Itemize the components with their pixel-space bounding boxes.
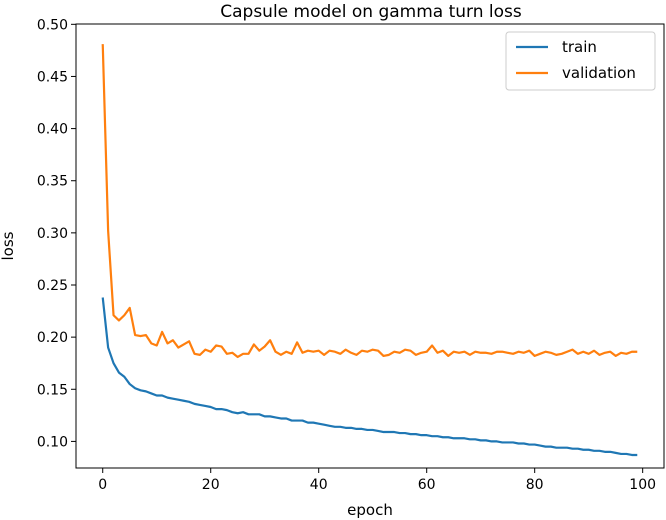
legend-label-train: train — [562, 38, 597, 56]
y-tick-label: 0.10 — [37, 434, 68, 450]
y-axis: 0.10 0.15 0.20 0.25 0.30 0.35 0.40 0.45 0.50 — [37, 17, 76, 450]
chart-title: Capsule model on gamma turn loss — [220, 2, 522, 22]
y-tick-label: 0.30 — [37, 226, 68, 242]
x-tick-label: 40 — [310, 477, 328, 493]
legend-label-validation: validation — [562, 64, 636, 82]
y-axis-label: loss — [0, 231, 17, 260]
x-tick-label: 0 — [98, 477, 107, 493]
x-tick-label: 80 — [526, 477, 544, 493]
plot-area — [75, 23, 665, 469]
y-tick-label: 0.40 — [37, 122, 68, 138]
x-axis-label: epoch — [347, 501, 393, 519]
x-axis: 0 20 40 60 80 100 — [98, 468, 656, 493]
series-line-train — [101, 297, 638, 457]
legend: train validation — [505, 31, 656, 91]
y-tick-label: 0.50 — [37, 17, 68, 33]
y-tick-label: 0.35 — [37, 174, 68, 190]
x-tick-label: 60 — [418, 477, 436, 493]
x-tick-label: 20 — [202, 477, 220, 493]
plot-frame — [75, 23, 665, 469]
y-tick-label: 0.25 — [37, 278, 68, 294]
y-tick-label: 0.45 — [37, 69, 68, 85]
y-tick-label: 0.20 — [37, 330, 68, 346]
series-line-validation — [101, 44, 638, 359]
y-tick-label: 0.15 — [37, 382, 68, 398]
x-tick-label: 100 — [629, 477, 656, 493]
